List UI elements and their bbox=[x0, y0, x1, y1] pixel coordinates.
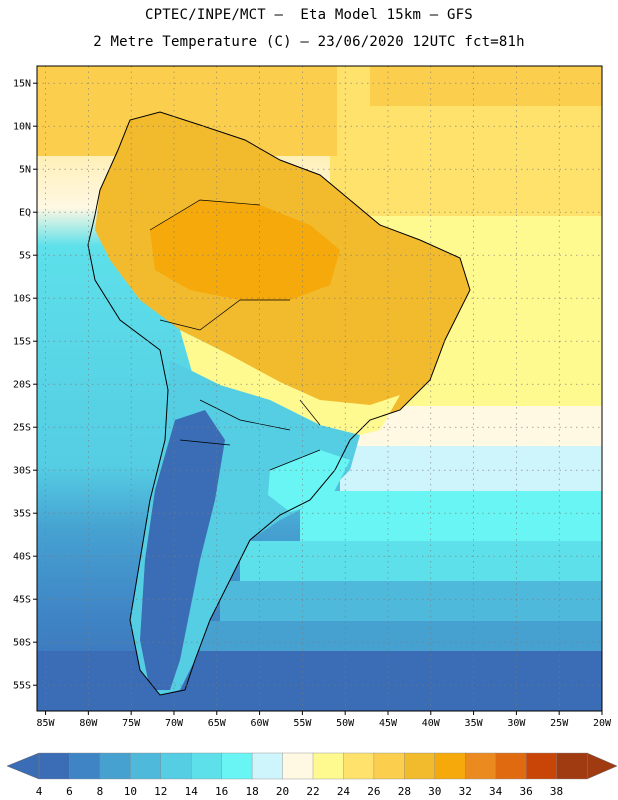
colorbar-swatch bbox=[556, 752, 588, 780]
amazon-hot bbox=[150, 200, 340, 300]
lon-tick-label: 80W bbox=[79, 718, 98, 729]
colorbar-label: 28 bbox=[398, 785, 411, 798]
lat-tick-label: 10N bbox=[13, 122, 31, 133]
coastline bbox=[87, 111, 471, 696]
ocean-band-18 bbox=[340, 446, 602, 491]
colorbar: 4 6 8 10 12 14 16 18 20 22 24 26 28 30 32 34 36 38 bbox=[6, 752, 618, 798]
lat-tick-label: 10S bbox=[13, 294, 31, 305]
colorbar-swatch bbox=[160, 752, 192, 780]
colorbar-swatch bbox=[312, 752, 345, 780]
lon-tick-label: 85W bbox=[37, 718, 56, 729]
ocean-band-4 bbox=[37, 651, 602, 711]
colorbar-swatch bbox=[221, 752, 253, 780]
map-frame bbox=[36, 65, 603, 712]
lon-tick-label: 45W bbox=[379, 718, 398, 729]
ocean-band-14 bbox=[240, 541, 602, 581]
colorbar-label: 36 bbox=[519, 785, 532, 798]
continent-cold bbox=[140, 410, 225, 690]
colorbar-label: 4 bbox=[36, 785, 43, 798]
graticule bbox=[37, 66, 602, 711]
colorbar-swatch bbox=[69, 752, 101, 780]
lon-tick-label: 50W bbox=[336, 718, 355, 729]
lon-tick-label: 75W bbox=[122, 718, 141, 729]
lon-tick-label: 20W bbox=[593, 718, 612, 729]
lon-tick-label: 30W bbox=[507, 718, 526, 729]
colorbar-swatch bbox=[99, 752, 132, 780]
ocean-band-10 bbox=[220, 581, 602, 621]
map-subtitle: 2 Metre Temperature (C) – 23/06/2020 12U… bbox=[93, 34, 525, 50]
colorbar-label: 38 bbox=[550, 785, 563, 798]
colorbar-min-arrow bbox=[6, 752, 40, 780]
lat-tick-label: 50S bbox=[13, 638, 31, 649]
colorbar-swatch bbox=[38, 752, 71, 780]
colorbar-max-arrow bbox=[586, 752, 618, 780]
colorbar-swatch bbox=[343, 752, 375, 780]
colorbar-label: 12 bbox=[154, 785, 167, 798]
map-title: CPTEC/INPE/MCT – Eta Model 15km – GFS bbox=[145, 7, 473, 23]
uruguay-mild bbox=[268, 450, 350, 512]
lon-tick-label: 40W bbox=[422, 718, 441, 729]
colorbar-swatch bbox=[130, 752, 162, 780]
lon-tick-label: 25W bbox=[550, 718, 569, 729]
lat-tick-label: 20S bbox=[13, 380, 31, 391]
lat-tick-label: 25S bbox=[13, 423, 31, 434]
lat-tick-label: 55S bbox=[13, 681, 31, 692]
colorbar-label: 8 bbox=[97, 785, 104, 798]
colorbar-label: 32 bbox=[459, 785, 472, 798]
lat-tick-label: 15N bbox=[13, 79, 31, 90]
colorbar-label: 14 bbox=[185, 785, 199, 798]
colorbar-label: 16 bbox=[215, 785, 228, 798]
lat-tick-label: 35S bbox=[13, 509, 31, 520]
colorbar-swatch bbox=[495, 752, 527, 780]
lat-tick-label: 5N bbox=[19, 165, 31, 176]
colorbar-label: 18 bbox=[245, 785, 258, 798]
lat-tick-label: 30S bbox=[13, 466, 31, 477]
ocean-band-8 bbox=[200, 621, 602, 651]
latitude-axis: 15N 10N 5N EQ 5S 10S 15S 20S 25S 30S 35S 40S 45S 50S 5… bbox=[13, 79, 37, 692]
lon-tick-label: 70W bbox=[165, 718, 184, 729]
colorbar-label: 10 bbox=[124, 785, 137, 798]
longitude-axis: 85W 80W 75W 70W 65W 60W 55W 50W 45W 40W 35W 30W 25W 2… bbox=[37, 711, 612, 729]
colorbar-swatch bbox=[373, 752, 406, 780]
colorbar-swatch bbox=[465, 752, 497, 780]
colorbar-swatch bbox=[404, 752, 436, 780]
country-borders bbox=[149, 199, 321, 471]
ocean-band-26 bbox=[370, 66, 602, 106]
map-field bbox=[37, 66, 602, 711]
colorbar-swatch bbox=[434, 752, 466, 780]
ocean-band-16 bbox=[300, 491, 602, 541]
lon-tick-label: 65W bbox=[208, 718, 227, 729]
colorbar-swatch bbox=[282, 752, 314, 780]
lat-tick-label: 15S bbox=[13, 337, 31, 348]
colorbar-swatch bbox=[525, 752, 558, 780]
colorbar-label: 20 bbox=[276, 785, 289, 798]
lon-tick-label: 55W bbox=[293, 718, 312, 729]
colorbar-label: 6 bbox=[66, 785, 73, 798]
colorbar-label: 30 bbox=[428, 785, 441, 798]
lat-tick-label: 40S bbox=[13, 552, 31, 563]
lat-tick-label: 5S bbox=[19, 251, 31, 262]
lon-tick-label: 60W bbox=[251, 718, 270, 729]
lat-tick-label: EQ bbox=[19, 208, 31, 219]
colorbar-label: 24 bbox=[337, 785, 351, 798]
colorbar-label: 22 bbox=[306, 785, 319, 798]
colorbar-label: 26 bbox=[367, 785, 380, 798]
colorbar-swatch bbox=[251, 752, 284, 780]
lat-tick-label: 45S bbox=[13, 595, 31, 606]
colorbar-swatch bbox=[191, 752, 223, 780]
colorbar-label: 34 bbox=[489, 785, 503, 798]
lon-tick-label: 35W bbox=[465, 718, 484, 729]
